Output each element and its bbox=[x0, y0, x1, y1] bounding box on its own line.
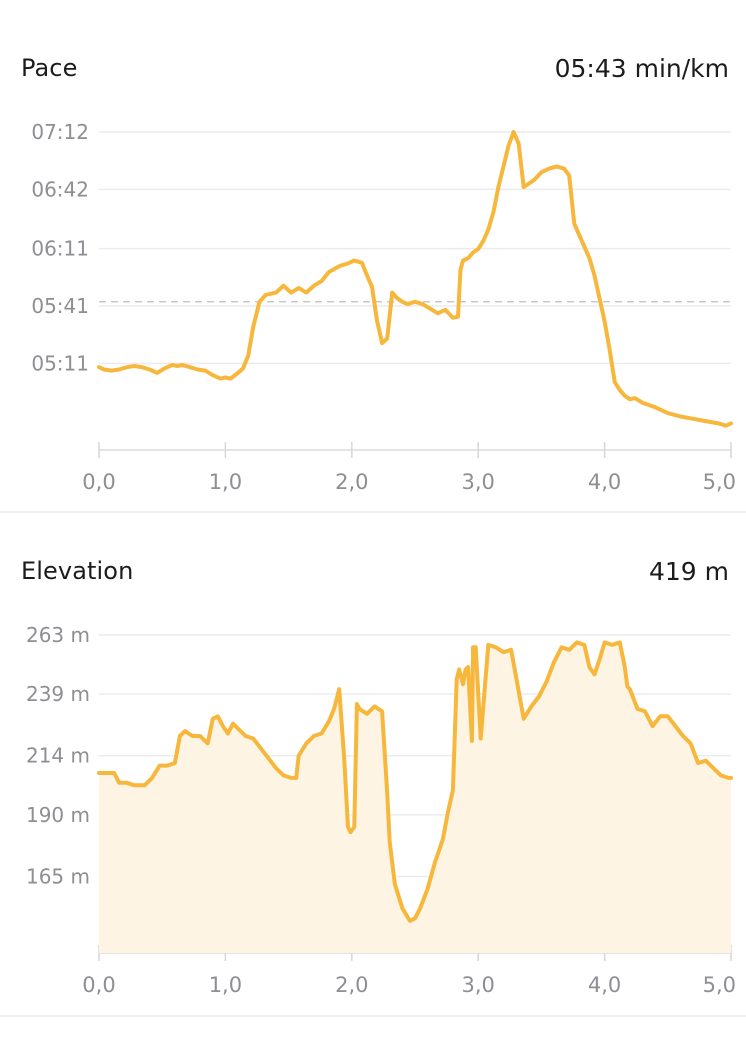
pace-x-tick-label: 3,0 bbox=[461, 470, 494, 494]
pace-title: Pace bbox=[21, 54, 78, 82]
elevation-value: 419 m bbox=[648, 557, 729, 586]
pace-x-tick-label: 5,0 bbox=[703, 470, 736, 494]
elevation-y-tick-label: 190 m bbox=[26, 803, 90, 827]
section-divider bbox=[0, 511, 746, 513]
pace-y-tick-label: 05:11 bbox=[31, 351, 89, 375]
pace-card: Pace 05:43 min/km 07:12 06:42 06:11 05:41 05… bbox=[0, 0, 746, 512]
pace-x-tick-label: 4,0 bbox=[588, 470, 621, 494]
pace-y-tick-label: 06:42 bbox=[31, 177, 89, 201]
elevation-y-tick-label: 165 m bbox=[26, 864, 90, 888]
elevation-card: Elevation 419 m 263 m 239 m 214 m 190 m 165 … bbox=[0, 513, 746, 1015]
elevation-title: Elevation bbox=[21, 557, 134, 585]
section-divider-2 bbox=[0, 1015, 746, 1017]
pace-y-tick-label: 06:11 bbox=[31, 237, 89, 261]
elevation-series-line bbox=[97, 640, 733, 923]
elevation-chart: 263 m 239 m 214 m 190 m 165 m 0,0 1,0 2,0 3,0 4,0… bbox=[26, 623, 736, 997]
pace-value: 05:43 min/km bbox=[554, 54, 729, 83]
elevation-y-tick-label: 239 m bbox=[26, 682, 90, 706]
elevation-x-tick-label: 5,0 bbox=[703, 973, 736, 997]
pace-x-tick-label: 2,0 bbox=[335, 470, 368, 494]
elevation-x-tick-label: 3,0 bbox=[461, 973, 494, 997]
pace-x-tick-label: 1,0 bbox=[209, 470, 242, 494]
elevation-area-fill bbox=[99, 642, 731, 953]
elevation-x-tick-label: 2,0 bbox=[335, 973, 368, 997]
pace-chart: 07:12 06:42 06:11 05:41 05:11 0,0 1,0 2,0 3,0 4,0… bbox=[31, 120, 736, 494]
pace-y-tick-label: 07:12 bbox=[31, 120, 89, 144]
pace-x-tick-label: 0,0 bbox=[82, 470, 115, 494]
pace-series-line bbox=[97, 130, 733, 428]
elevation-x-tick-label: 0,0 bbox=[82, 973, 115, 997]
elevation-y-tick-label: 263 m bbox=[26, 623, 90, 647]
pace-y-tick-label: 05:41 bbox=[31, 294, 89, 318]
elevation-y-tick-label: 214 m bbox=[26, 744, 90, 768]
elevation-x-tick-label: 1,0 bbox=[209, 973, 242, 997]
elevation-x-tick-label: 4,0 bbox=[588, 973, 621, 997]
